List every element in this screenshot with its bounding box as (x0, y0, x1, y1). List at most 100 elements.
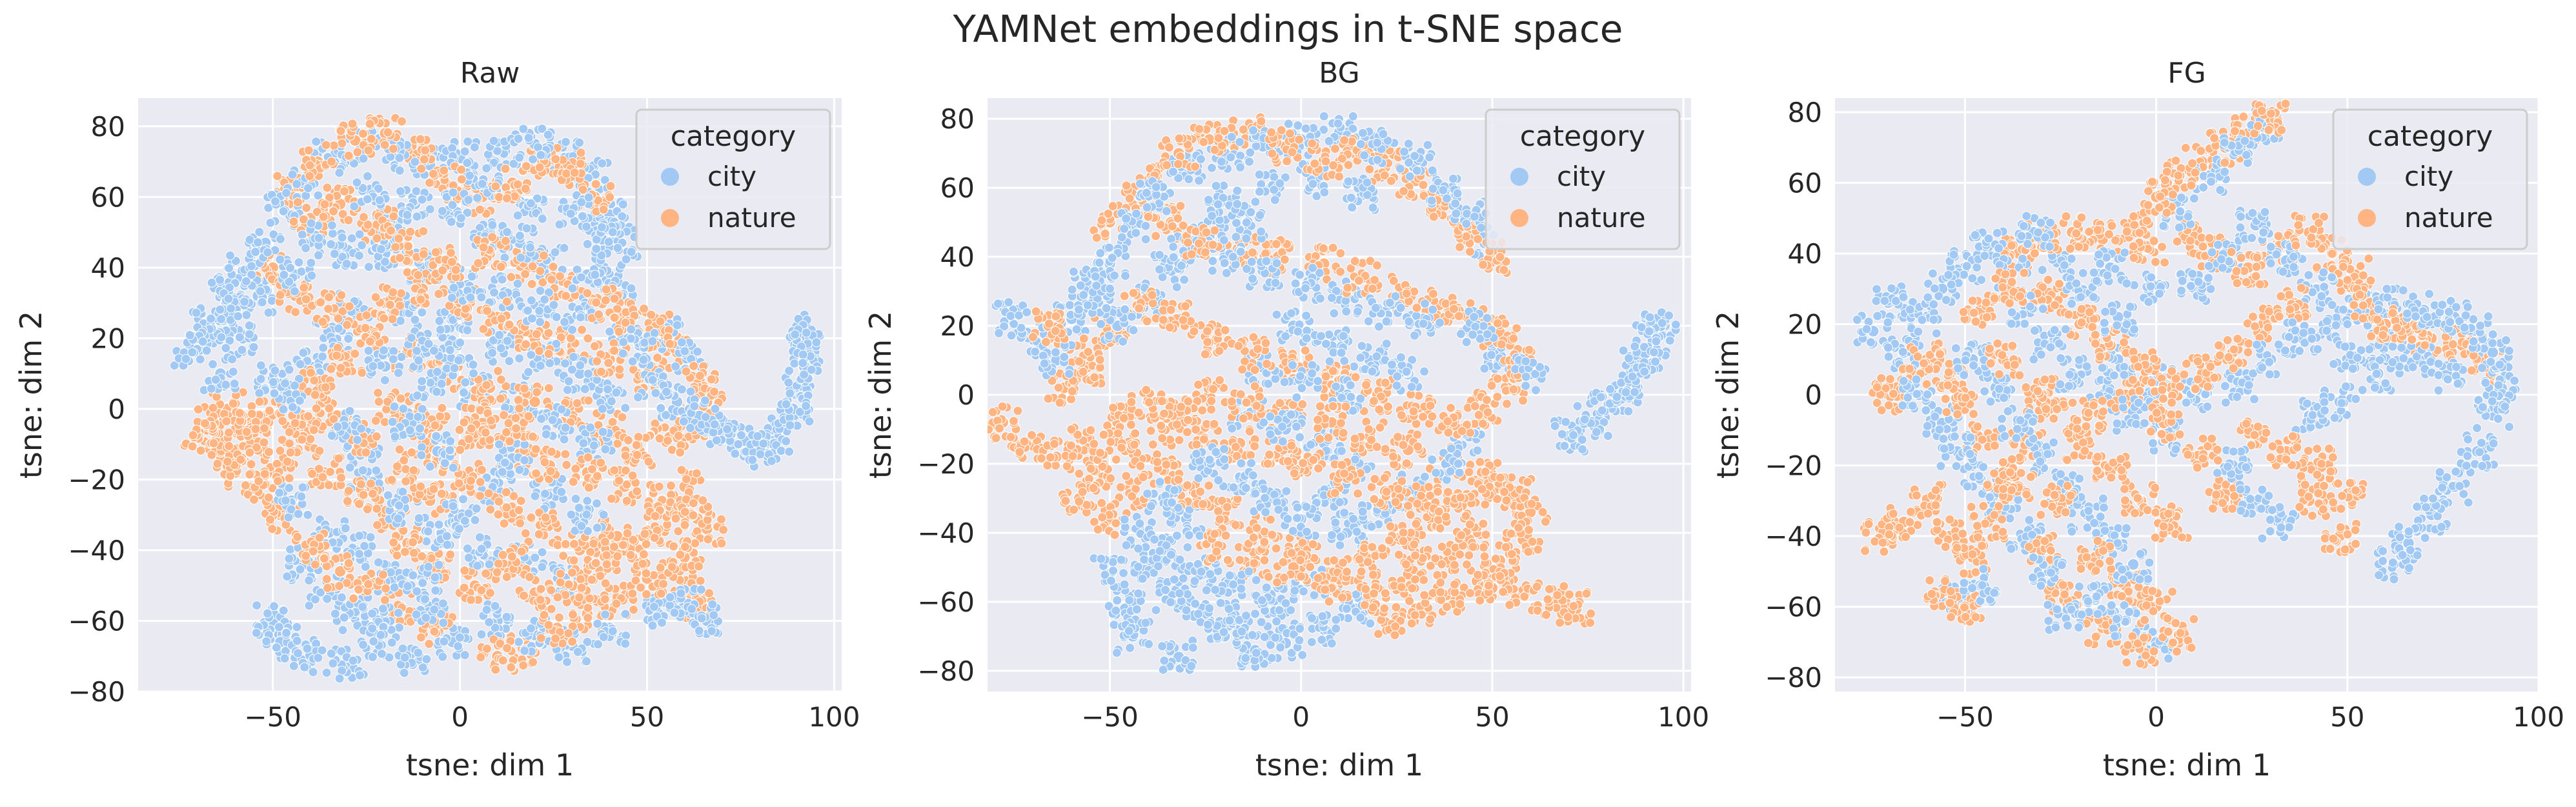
density-dot-city (226, 251, 235, 260)
density-dot-city (327, 431, 336, 440)
density-dot-nature (642, 540, 651, 549)
density-dot-nature (436, 412, 445, 421)
density-dot-nature (477, 586, 486, 595)
density-dot-city (355, 251, 364, 260)
density-dot-city (364, 346, 373, 355)
density-dot-nature (371, 293, 380, 302)
density-dot-nature (320, 200, 329, 209)
density-dot-nature (551, 155, 560, 164)
density-dot-city (228, 355, 237, 364)
density-dot-city (290, 287, 299, 296)
density-dot-nature (222, 417, 231, 426)
density-dot-city (355, 532, 364, 541)
density-dot-city (784, 378, 793, 387)
density-dot-nature (225, 428, 234, 437)
density-dot-city (648, 621, 657, 630)
density-dot-nature (276, 290, 285, 299)
density-dot-nature (483, 306, 492, 315)
density-dot-city (345, 406, 354, 415)
density-dot-city (791, 330, 800, 339)
density-dot-nature (521, 529, 530, 538)
density-dot-nature (362, 311, 371, 320)
density-dot-nature (695, 562, 704, 571)
density-dot-nature (425, 639, 434, 648)
density-dot-nature (536, 584, 545, 593)
density-dot-nature (460, 566, 469, 575)
density-dot-nature (676, 550, 685, 559)
density-dot-city (285, 483, 294, 492)
density-dot-nature (596, 367, 605, 376)
density-dot-nature (208, 403, 218, 412)
density-dot-city (577, 521, 586, 530)
density-dot-city (449, 283, 458, 292)
density-dot-nature (398, 117, 407, 126)
density-dot-city (612, 388, 621, 397)
density-dot-city (554, 653, 563, 662)
density-dot-city (756, 450, 765, 459)
density-dot-city (593, 499, 602, 508)
density-dot-nature (446, 550, 455, 559)
density-dot-nature (343, 497, 352, 506)
density-dot-city (245, 321, 254, 330)
density-dot-city (294, 510, 303, 519)
density-dot-city (537, 414, 546, 423)
density-dot-nature (367, 134, 376, 143)
density-dot-city (279, 405, 288, 414)
density-dot-city (709, 428, 718, 437)
density-dot-city (372, 466, 381, 475)
density-dot-nature (575, 593, 584, 602)
density-dot-city (185, 331, 194, 340)
density-dot-nature (492, 568, 502, 577)
density-dot-nature (475, 205, 484, 214)
density-dot-city (598, 428, 607, 437)
density-dot-nature (610, 543, 619, 552)
density-dot-city (389, 355, 398, 364)
density-dot-city (798, 359, 807, 368)
density-dot-city (282, 628, 291, 637)
density-dot-city (482, 605, 491, 614)
density-dot-nature (484, 489, 493, 498)
density-dot-nature (434, 290, 443, 299)
density-dot-nature (621, 451, 630, 460)
density-dot-nature (674, 432, 683, 441)
density-dot-city (196, 355, 205, 364)
density-dot-nature (539, 251, 548, 260)
density-dot-city (275, 488, 284, 497)
density-dot-city (477, 630, 486, 639)
density-dot-nature (467, 476, 476, 485)
density-dot-city (463, 326, 472, 335)
density-dot-nature (638, 559, 647, 568)
density-dot-nature (400, 456, 409, 465)
density-dot-nature (268, 524, 277, 533)
density-dot-nature (556, 569, 565, 578)
density-dot-nature (614, 327, 624, 336)
density-dot-city (390, 432, 400, 441)
density-dot-nature (640, 530, 649, 539)
density-dot-city (225, 264, 234, 273)
density-dot-city (286, 545, 295, 554)
density-dot-nature (707, 375, 716, 384)
density-dot-city (455, 633, 464, 642)
density-dot-city (312, 137, 321, 146)
density-dot-nature (241, 481, 250, 490)
density-dot-city (506, 470, 515, 479)
density-dot-nature (599, 205, 608, 214)
density-dot-nature (613, 552, 622, 561)
density-dot-city (359, 640, 368, 649)
density-dot-nature (677, 466, 686, 475)
density-dot-city (634, 393, 643, 402)
density-dot-nature (593, 472, 602, 481)
density-dot-nature (527, 513, 536, 522)
density-dot-city (431, 573, 440, 582)
density-dot-nature (494, 497, 503, 506)
density-dot-city (536, 286, 545, 295)
density-dot-city (327, 240, 336, 249)
density-dot-nature (511, 413, 520, 423)
density-dot-city (524, 134, 533, 143)
density-dot-city (456, 214, 465, 223)
density-dot-city (397, 352, 406, 361)
density-dot-city (676, 589, 685, 598)
density-dot-city (598, 159, 607, 168)
density-dot-nature (532, 469, 541, 478)
